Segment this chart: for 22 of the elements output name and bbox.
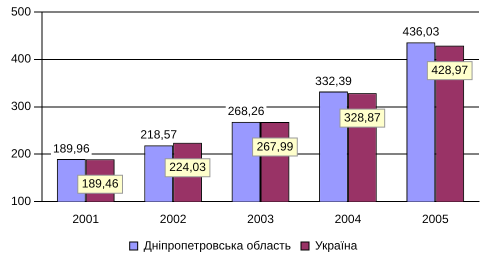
x-tick-label: 2003: [247, 212, 274, 226]
x-tick-label: 2005: [422, 212, 449, 226]
data-label: 332,39: [315, 74, 352, 88]
y-tick-label: 500: [10, 4, 32, 18]
y-tick-label: 300: [10, 99, 32, 114]
data-label: 224,03: [169, 160, 206, 174]
data-label: 218,57: [140, 128, 178, 142]
legend-label: Дніпропетровська область: [144, 238, 292, 252]
data-label: 267,99: [256, 139, 294, 154]
data-label: 189,46: [82, 176, 119, 191]
x-tick-label: 2001: [72, 212, 100, 226]
data-label: 189,96: [52, 141, 90, 156]
data-label: 436,03: [402, 24, 440, 39]
x-tick-label: 2002: [160, 212, 187, 226]
data-label: 268,26: [228, 104, 265, 118]
data-label: 428,97: [431, 62, 468, 77]
y-tick-label: 400: [10, 52, 32, 66]
legend-label: Україна: [315, 238, 358, 252]
data-label: 328,87: [344, 110, 382, 124]
y-tick-label: 200: [10, 146, 32, 161]
y-tick-label: 100: [10, 194, 32, 208]
x-tick-label: 2004: [334, 212, 362, 226]
